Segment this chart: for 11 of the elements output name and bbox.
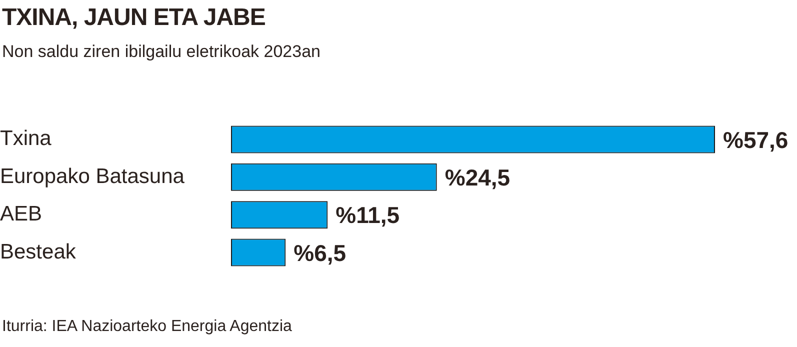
chart-subtitle: Non saldu ziren ibilgailu eletrikoak 2023an	[2, 42, 320, 62]
y-tick-label: Besteak	[0, 240, 76, 264]
data-label: %11,5	[336, 202, 400, 228]
text: Iturria: IEA Nazioarteko Energia Agentzia	[2, 318, 292, 336]
data-label: %57,6	[723, 126, 788, 153]
data-label: %6,5	[294, 240, 346, 266]
y-tick-label: AEB	[0, 202, 42, 226]
data-label: %24,5	[444, 164, 510, 190]
y-tick-label: Europako Batasuna	[0, 164, 185, 188]
y-tick-label: Txina	[0, 127, 52, 150]
chart-title: TXINA, JAUN ETA JABE	[2, 4, 266, 32]
